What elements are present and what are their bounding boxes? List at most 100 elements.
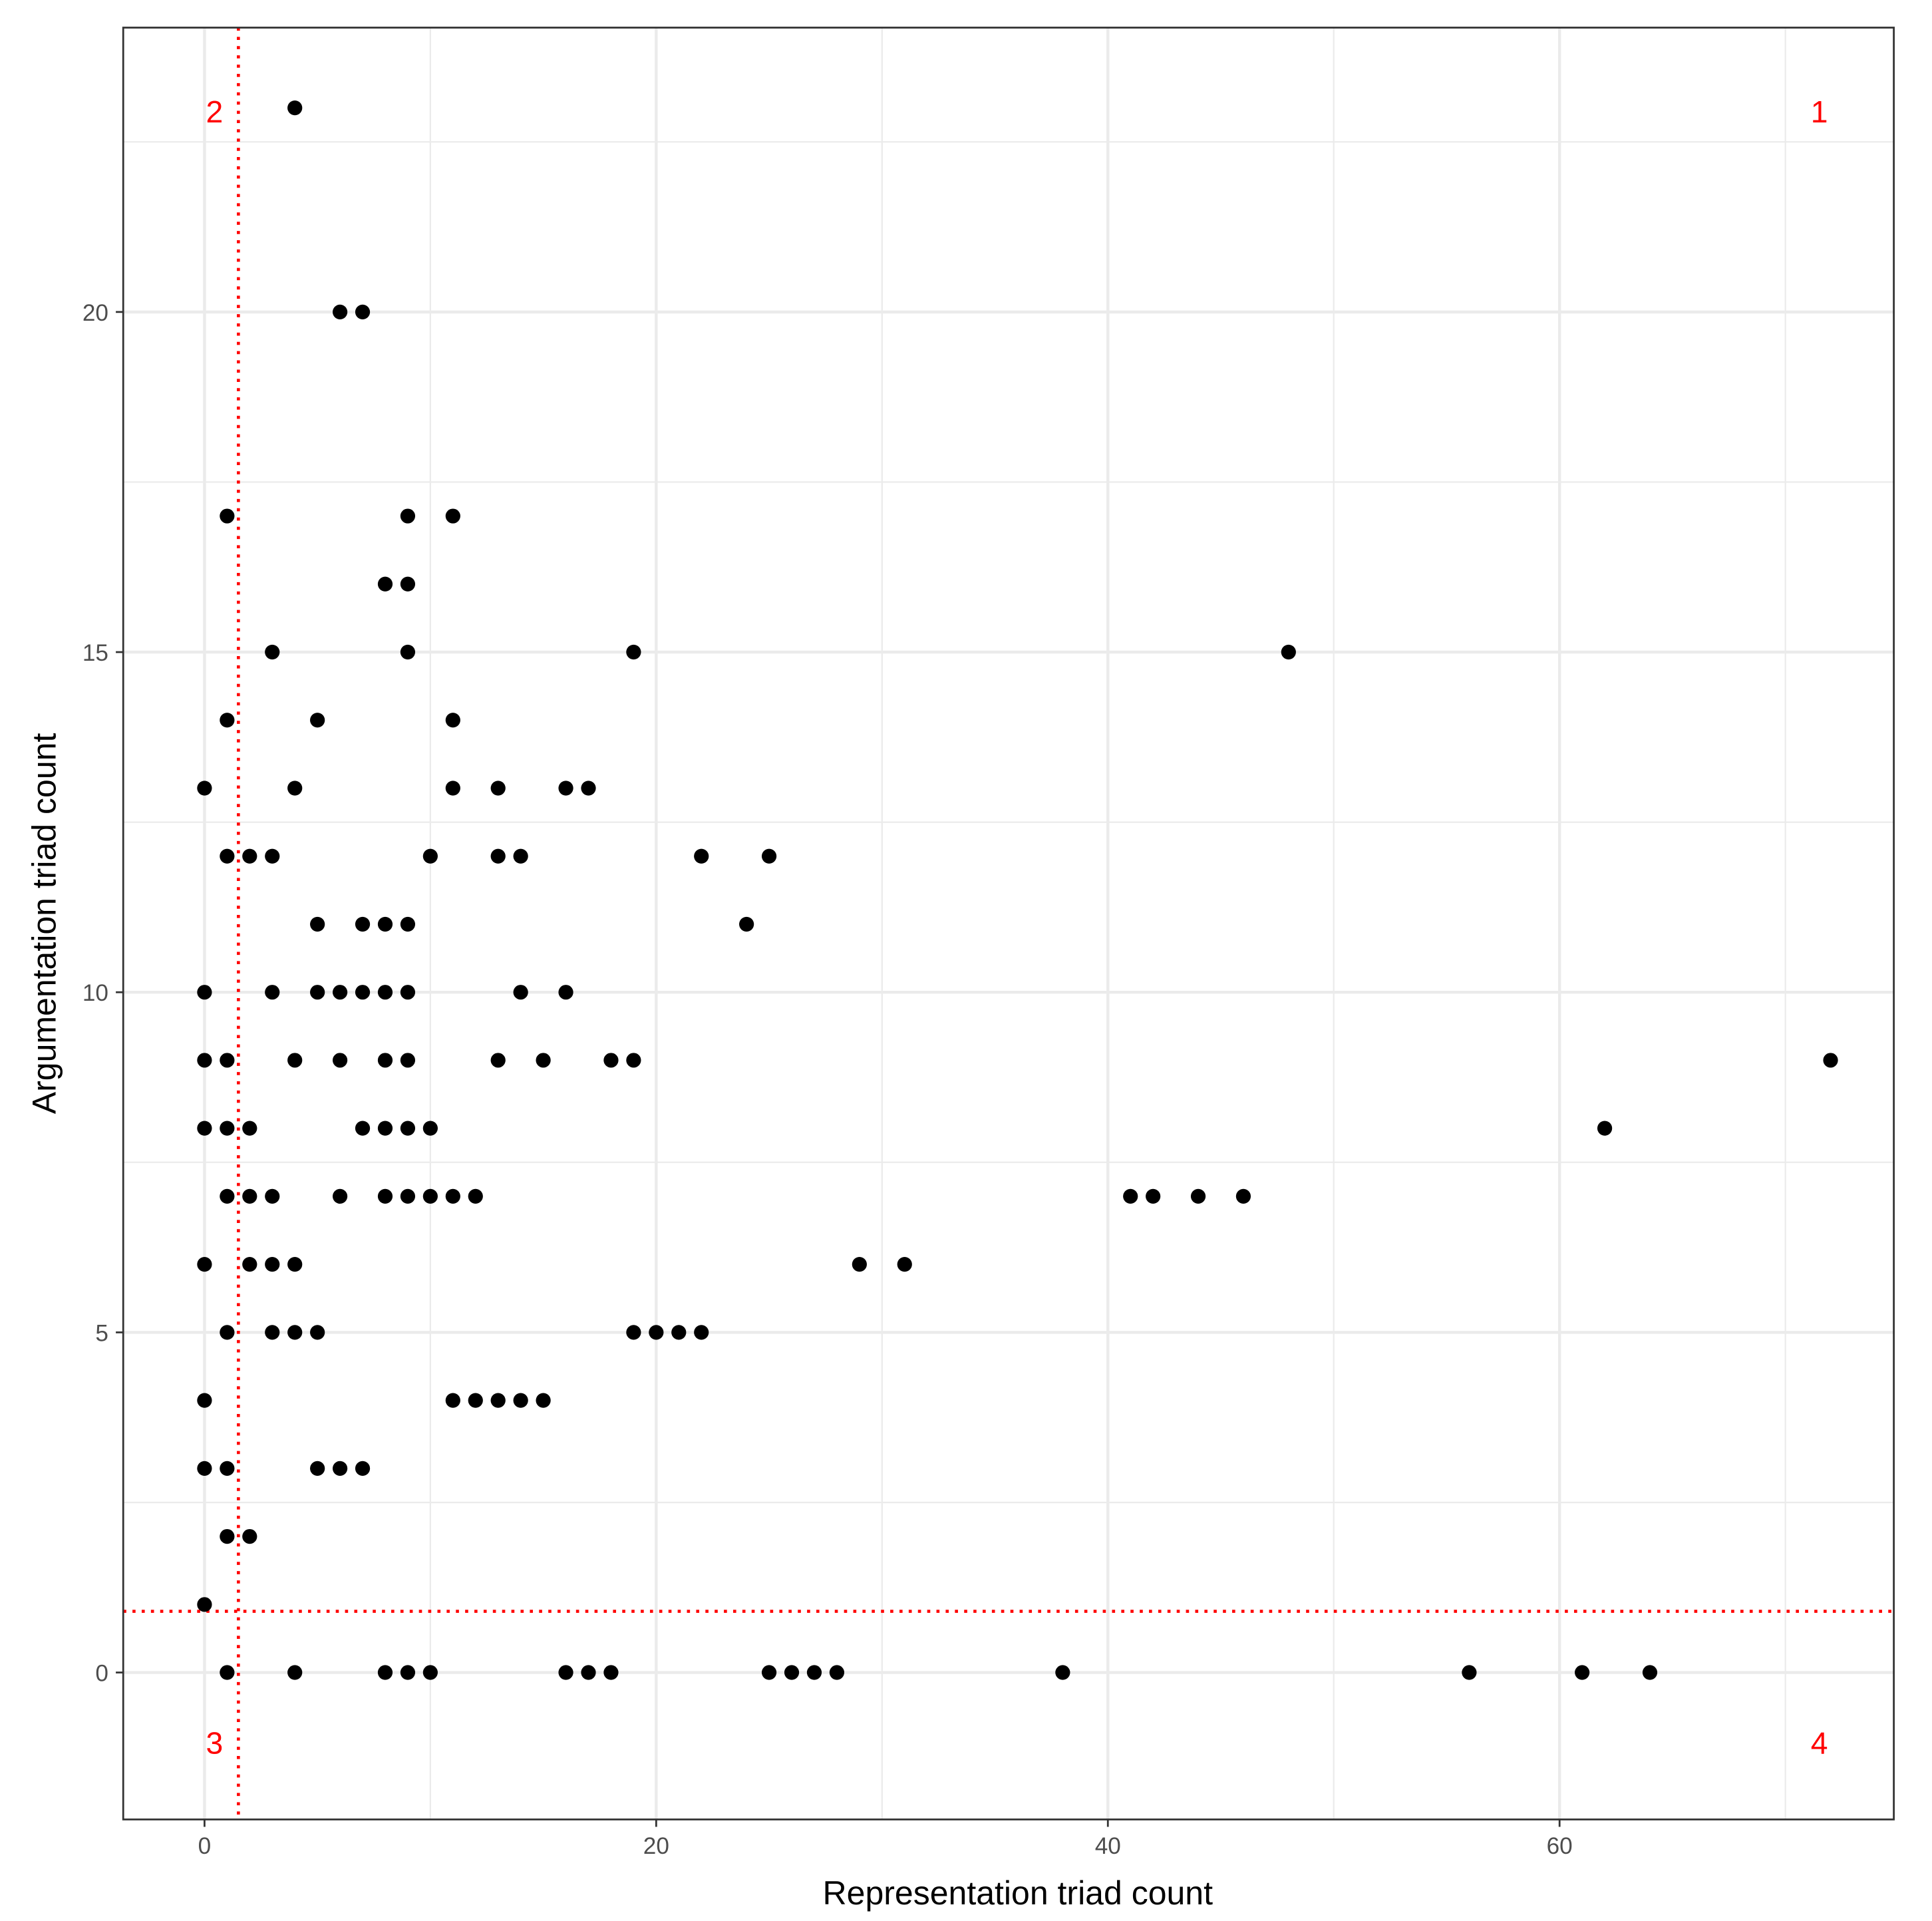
point — [310, 1461, 325, 1476]
point — [739, 916, 754, 932]
point — [265, 1325, 280, 1340]
point — [287, 781, 303, 796]
point — [265, 985, 280, 1000]
point — [355, 1461, 371, 1476]
point — [242, 1257, 257, 1272]
quadrant-label: 1 — [1811, 94, 1828, 129]
point — [513, 1393, 528, 1408]
point — [197, 1597, 212, 1612]
point — [806, 1665, 822, 1680]
point — [220, 713, 235, 728]
point — [377, 985, 393, 1000]
point — [400, 916, 416, 932]
point — [220, 1053, 235, 1068]
point — [897, 1257, 912, 1272]
point — [694, 848, 709, 864]
point — [468, 1188, 483, 1204]
point — [377, 576, 393, 592]
point — [197, 1053, 212, 1068]
point — [332, 1461, 348, 1476]
point — [377, 1665, 393, 1680]
point — [220, 1665, 235, 1680]
point — [400, 1121, 416, 1136]
point — [287, 1325, 303, 1340]
y-axis-label: Argumentation triad count — [25, 733, 63, 1115]
point — [558, 1665, 573, 1680]
point — [490, 781, 506, 796]
quadrant-label: 3 — [206, 1726, 223, 1761]
point — [536, 1393, 551, 1408]
point — [220, 1121, 235, 1136]
quadrant-label: 4 — [1811, 1726, 1828, 1761]
point — [287, 1257, 303, 1272]
point — [310, 713, 325, 728]
point — [242, 1121, 257, 1136]
point — [220, 508, 235, 524]
point — [265, 1257, 280, 1272]
y-tick-label: 5 — [95, 1320, 108, 1346]
point — [355, 985, 371, 1000]
point — [400, 576, 416, 592]
point — [400, 508, 416, 524]
point — [490, 848, 506, 864]
point — [265, 848, 280, 864]
point — [558, 781, 573, 796]
point — [558, 985, 573, 1000]
point — [400, 1053, 416, 1068]
point — [445, 713, 460, 728]
point — [220, 1528, 235, 1544]
point — [400, 1188, 416, 1204]
point — [1462, 1665, 1477, 1680]
panel-border — [122, 27, 1895, 1821]
point — [1190, 1188, 1206, 1204]
point — [355, 916, 371, 932]
point — [220, 1461, 235, 1476]
point — [332, 304, 348, 319]
x-tick-label: 20 — [643, 1833, 669, 1859]
point — [761, 848, 777, 864]
point — [377, 1188, 393, 1204]
point — [671, 1325, 687, 1340]
point — [1823, 1053, 1838, 1068]
point — [1235, 1188, 1251, 1204]
point — [603, 1053, 619, 1068]
point — [626, 1325, 641, 1340]
point — [197, 985, 212, 1000]
point — [649, 1325, 664, 1340]
point — [355, 304, 371, 319]
point — [287, 1665, 303, 1680]
point — [377, 1121, 393, 1136]
quadrant-label: 2 — [206, 94, 223, 129]
point — [1281, 644, 1296, 660]
point — [490, 1393, 506, 1408]
y-tick-label: 0 — [95, 1661, 108, 1687]
point — [332, 1188, 348, 1204]
point — [197, 1461, 212, 1476]
point — [197, 1121, 212, 1136]
point — [468, 1393, 483, 1408]
point — [377, 1053, 393, 1068]
point — [1575, 1665, 1590, 1680]
point — [422, 1121, 438, 1136]
y-tick-label: 10 — [82, 980, 108, 1006]
point — [490, 1053, 506, 1068]
point — [400, 1665, 416, 1680]
point — [377, 916, 393, 932]
point — [422, 1665, 438, 1680]
point — [1123, 1188, 1138, 1204]
point — [626, 1053, 641, 1068]
point — [784, 1665, 800, 1680]
y-tick-label: 20 — [82, 300, 108, 326]
x-tick-label: 60 — [1547, 1833, 1573, 1859]
point — [197, 1393, 212, 1408]
point — [422, 1188, 438, 1204]
point — [445, 508, 460, 524]
point — [626, 644, 641, 660]
point — [1055, 1665, 1070, 1680]
point — [197, 1257, 212, 1272]
x-axis-label: Representation triad count — [823, 1874, 1213, 1912]
point — [355, 1121, 371, 1136]
y-tick-label: 15 — [82, 640, 108, 666]
point — [310, 916, 325, 932]
point — [220, 1325, 235, 1340]
